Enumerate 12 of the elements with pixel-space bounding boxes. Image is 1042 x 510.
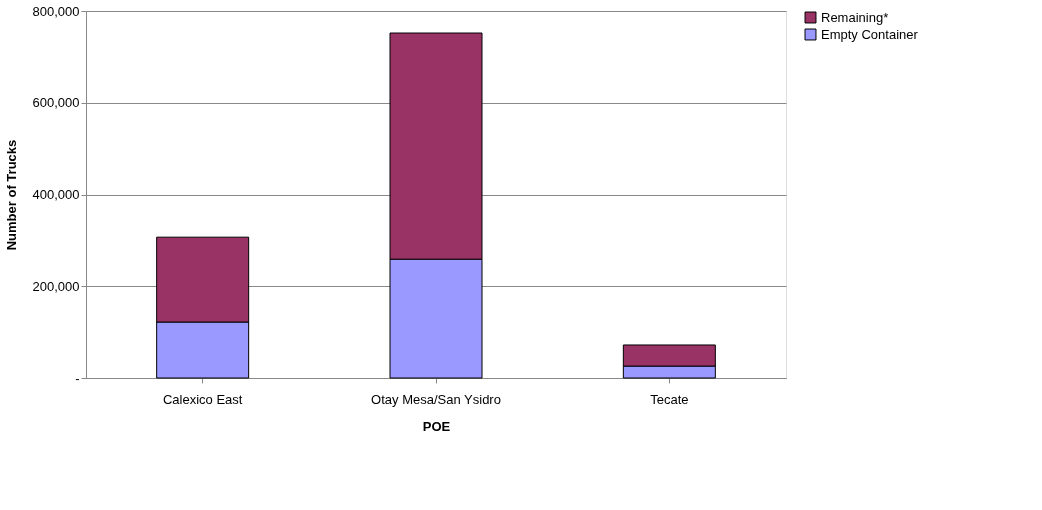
- x-tick-label: Otay Mesa/San Ysidro: [371, 391, 501, 407]
- y-tick-label: 600,000: [32, 95, 80, 111]
- x-tick-label: Calexico East: [162, 391, 243, 407]
- y-axis-title: Number of Trucks: [3, 139, 19, 251]
- y-tick-label: -: [75, 370, 80, 386]
- legend-label: Remaining*: [821, 9, 889, 25]
- y-tick-label: 800,000: [32, 3, 80, 19]
- x-axis-title: POE: [422, 418, 451, 434]
- y-tick-label: 400,000: [32, 187, 80, 202]
- x-tick-label: Tecate: [650, 391, 689, 407]
- legend-label: Empty Container: [821, 26, 919, 42]
- y-tick-label: 200,000: [32, 278, 80, 294]
